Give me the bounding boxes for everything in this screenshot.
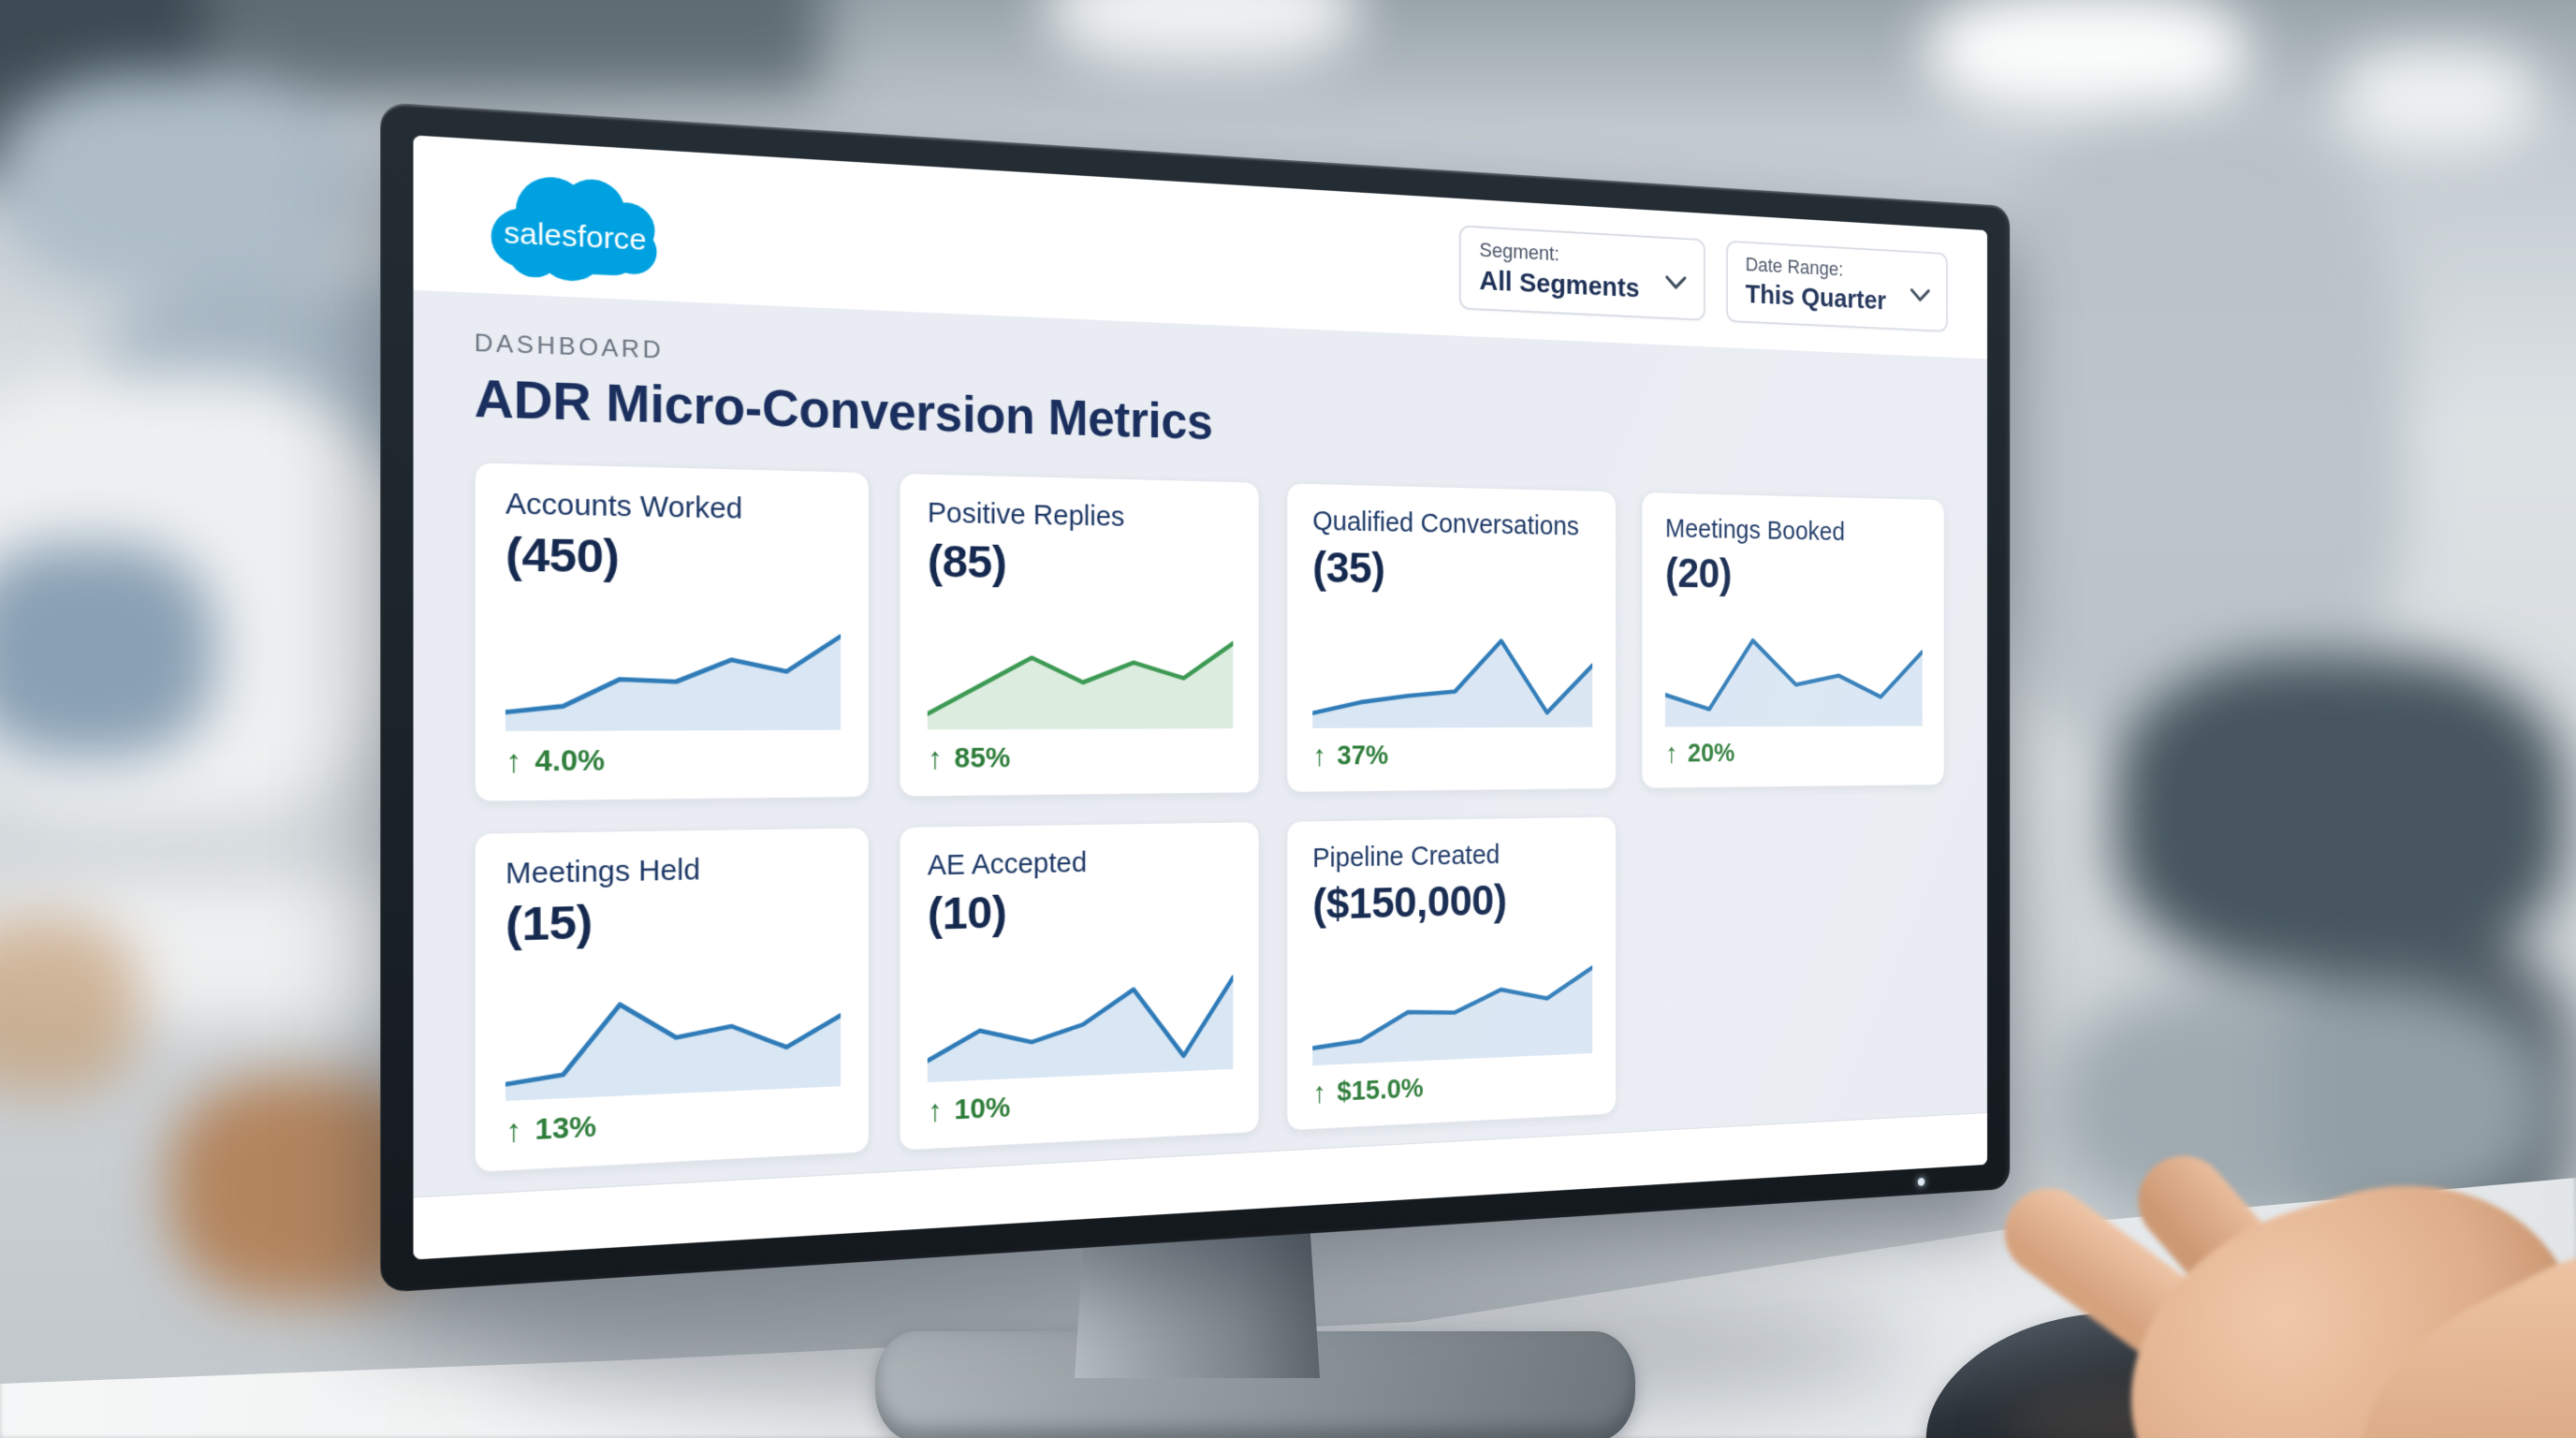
metric-card: Positive Replies (85) ↑ 85% — [899, 472, 1260, 798]
sparkline-chart — [1312, 936, 1593, 1066]
metric-card: Accounts Worked (450) ↑ 4.0% — [474, 462, 870, 802]
metrics-grid: Accounts Worked (450) ↑ 4.0% Positive Re… — [474, 462, 1945, 1173]
app-header: salesforce Segment: All Segments — [413, 135, 1987, 360]
metric-card: Qualified Conversations (35) ↑ 37% — [1286, 482, 1617, 793]
metric-card: Meetings Held (15) ↑ 13% — [474, 827, 870, 1173]
sparkline-chart — [927, 603, 1234, 730]
monitor: salesforce Segment: All Segments — [380, 102, 2011, 1293]
sparkline-chart — [1312, 607, 1593, 728]
metric-card: Pipeline Created ($150,000) ↑ $15.0% — [1286, 815, 1617, 1132]
metric-card: Meetings Booked (20) ↑ 20% — [1641, 492, 1945, 789]
dashboard-panel: DASHBOARD ADR Micro-Conversion Metrics A… — [413, 289, 1987, 1197]
metric-card: AE Accepted (10) ↑ 10% — [899, 821, 1260, 1152]
sparkline-chart — [927, 946, 1234, 1083]
screen: salesforce Segment: All Segments — [413, 135, 1987, 1260]
salesforce-logo-text: salesforce — [504, 216, 646, 257]
sparkline-chart — [1664, 611, 1923, 727]
sparkline-chart — [505, 959, 842, 1101]
salesforce-logo: salesforce — [490, 175, 657, 283]
sparkline-chart — [505, 598, 842, 732]
